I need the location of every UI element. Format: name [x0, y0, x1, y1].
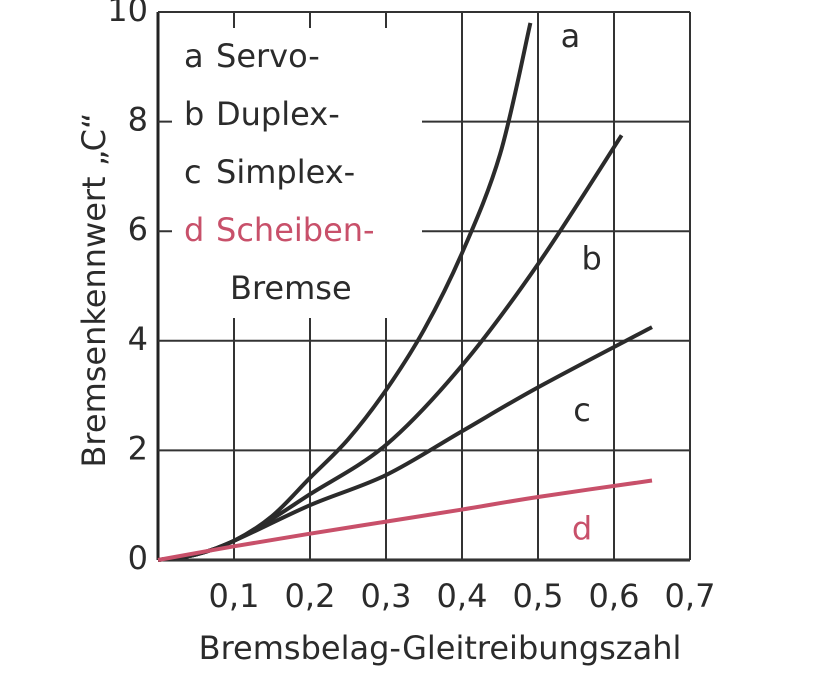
series-line — [157, 478, 653, 562]
legend-footer: Bremse — [230, 269, 352, 307]
series-label: a — [561, 17, 581, 55]
x-tick-label: 0,5 — [513, 577, 564, 615]
y-tick-label: 8 — [128, 101, 148, 139]
y-tick-label: 0 — [128, 539, 148, 577]
y-axis-label: Bremsenkennwert „C“ — [75, 112, 113, 467]
legend-key: b — [184, 95, 204, 133]
x-axis-label: Bremsbelag-Gleitreibungszahl — [199, 629, 682, 667]
series-label: d — [572, 510, 592, 548]
legend-label: Servo- — [216, 37, 320, 75]
x-tick-label: 0,4 — [437, 577, 488, 615]
x-tick-label: 0,6 — [589, 577, 640, 615]
y-tick-label: 10 — [107, 0, 148, 29]
y-tick-label: 2 — [128, 429, 148, 467]
x-tick-label: 0,3 — [361, 577, 412, 615]
legend-key: d — [184, 211, 204, 249]
series-label: b — [581, 239, 601, 277]
legend-key: c — [184, 153, 202, 191]
x-tick-label: 0,1 — [209, 577, 260, 615]
legend-label: Duplex- — [216, 95, 340, 133]
legend-label: Scheiben- — [216, 211, 375, 249]
x-tick-label: 0,2 — [285, 577, 336, 615]
legend-label: Simplex- — [216, 153, 355, 191]
x-tick-label: 0,7 — [665, 577, 716, 615]
y-tick-label: 4 — [128, 320, 148, 358]
y-tick-label: 6 — [128, 210, 148, 248]
legend-background — [172, 28, 422, 318]
series-label: c — [573, 391, 591, 429]
legend-key: a — [184, 37, 204, 75]
